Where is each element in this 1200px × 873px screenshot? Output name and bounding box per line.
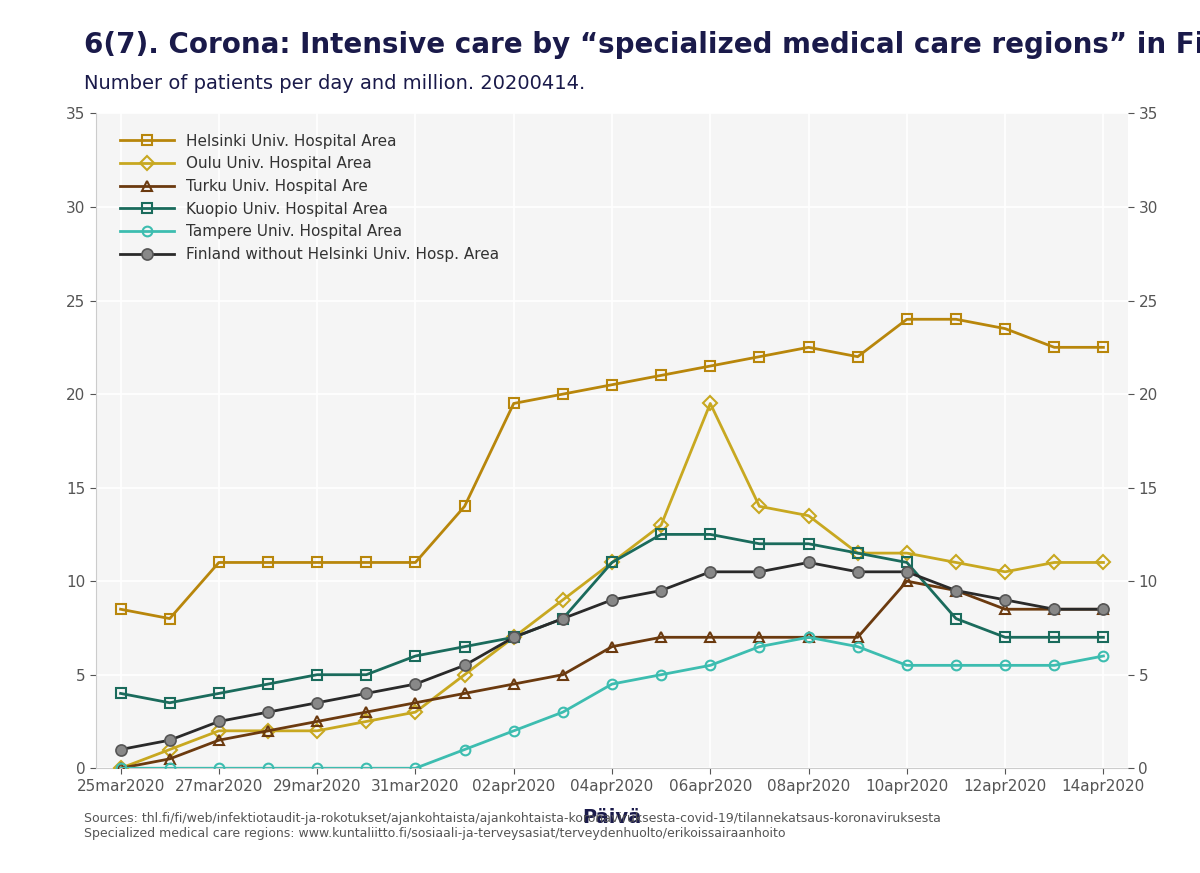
Text: 6(7). Corona: Intensive care by “specialized medical care regions” in Finland: 6(7). Corona: Intensive care by “special… [84,31,1200,58]
X-axis label: Päivä: Päivä [582,808,642,827]
Text: Sources: thl.fi/fi/web/infektiotaudit-ja-rokotukset/ajankohtaista/ajankohtaista-: Sources: thl.fi/fi/web/infektiotaudit-ja… [84,812,941,840]
Legend: Helsinki Univ. Hospital Area, Oulu Univ. Hospital Area, Turku Univ. Hospital Are: Helsinki Univ. Hospital Area, Oulu Univ.… [114,127,505,268]
Text: Number of patients per day and million. 20200414.: Number of patients per day and million. … [84,74,586,93]
